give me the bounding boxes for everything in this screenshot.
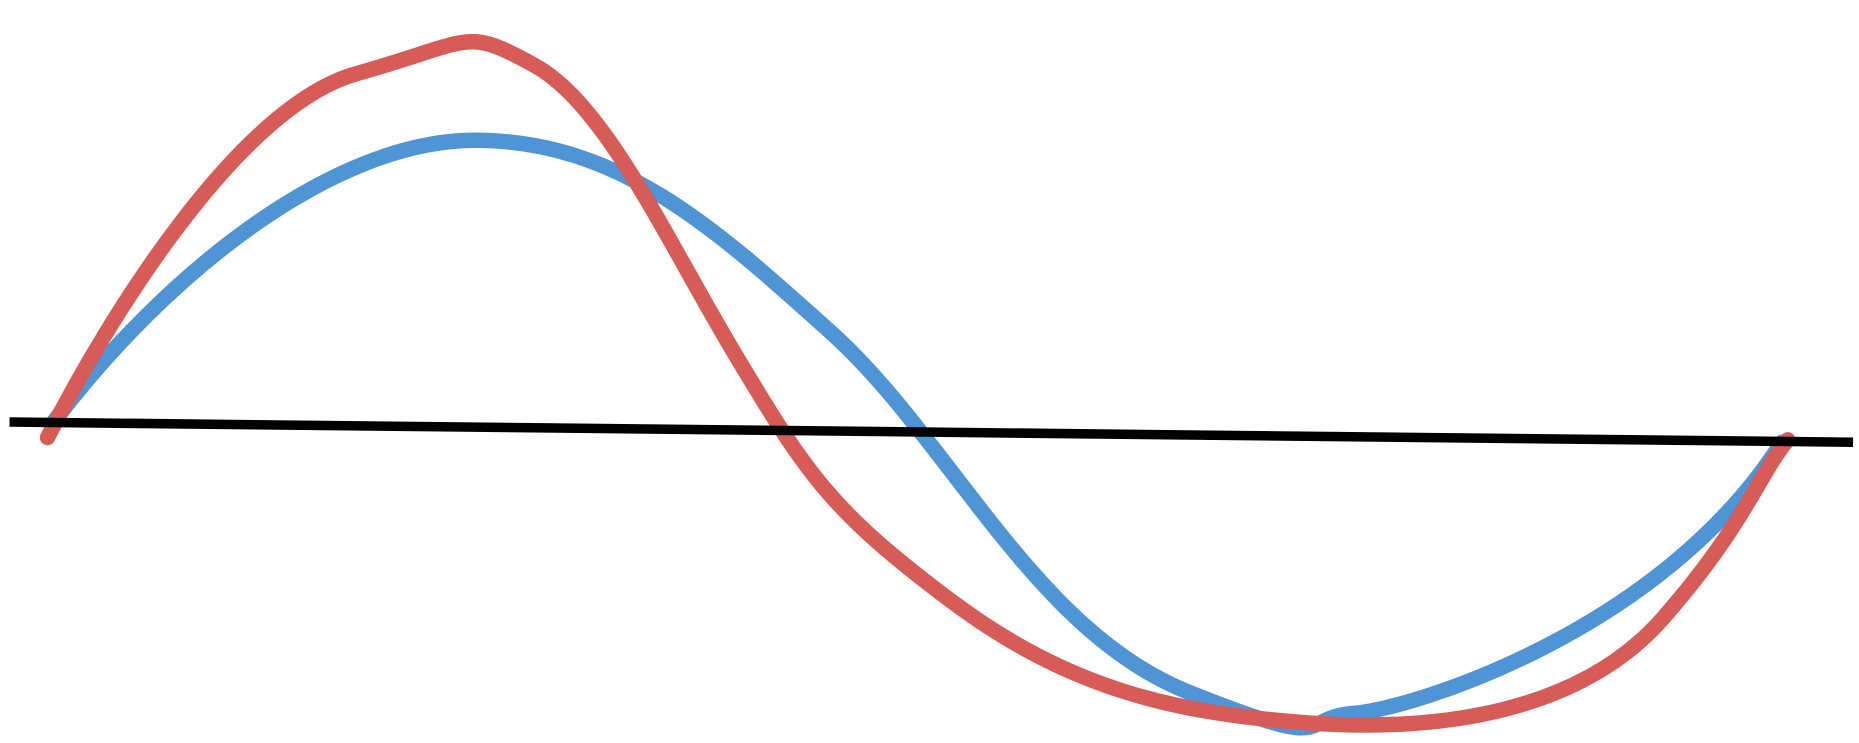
baseline — [9, 417, 1854, 447]
blue-wave — [45, 132, 1790, 736]
red-wave — [39, 34, 1796, 733]
